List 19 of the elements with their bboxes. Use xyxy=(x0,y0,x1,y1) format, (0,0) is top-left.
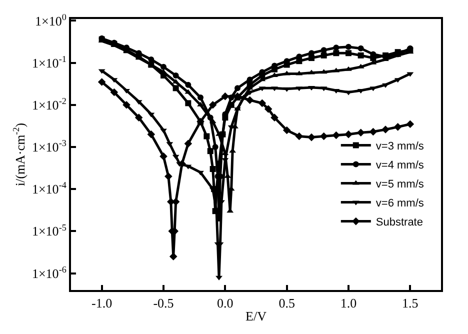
x-tick-label: 1.5 xyxy=(402,296,418,311)
y-tick-label: 1×10$^{-6}$ xyxy=(32,264,67,281)
legend-label: v=4 mm/s xyxy=(376,160,424,172)
x-tick-label: 0.0 xyxy=(217,296,234,311)
x-axis-title: E/V xyxy=(246,308,268,324)
legend-label: v=3 mm/s xyxy=(376,140,424,153)
y-tick-label: 1×10$^{-4}$ xyxy=(32,180,67,197)
y-tick-label: 1×10$^{0}$ xyxy=(35,12,67,28)
legend-label: v=6 mm/s xyxy=(376,198,424,210)
x-tick-label: -0.5 xyxy=(153,296,174,311)
x-tick-label: 1.0 xyxy=(340,296,357,311)
y-tick-label: 1×10$^{-3}$ xyxy=(32,138,67,155)
x-tick-label: -1.0 xyxy=(92,296,112,311)
y-tick-label: 1×10$^{-2}$ xyxy=(32,96,67,112)
legend-label: Substrate xyxy=(376,216,423,229)
y-tick-label: 1×10$^{-5}$ xyxy=(32,222,67,239)
x-tick-label: 0.5 xyxy=(278,296,295,311)
legend-label: v=5 mm/s xyxy=(376,178,424,191)
y-tick-label: 1×10$^{-1}$ xyxy=(32,54,66,70)
